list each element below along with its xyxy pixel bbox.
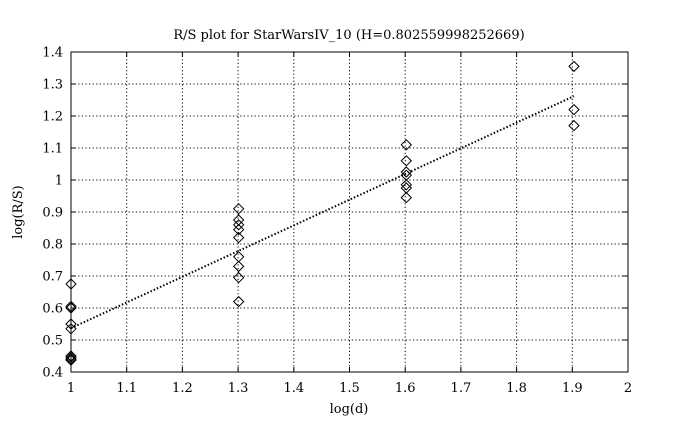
data-point [232, 251, 245, 263]
data-point [65, 354, 77, 366]
data-point [400, 182, 413, 194]
x-tick-label: 1.9 [562, 381, 583, 396]
fit-line-group [70, 95, 575, 330]
y-tick-label: 0.5 [42, 334, 63, 349]
data-point [232, 203, 245, 215]
y-tick-label: 1.2 [42, 110, 63, 125]
data-point [568, 119, 580, 132]
y-tick-label: 1.4 [42, 46, 63, 61]
fit-line [70, 95, 575, 330]
y-tick-label: 1.3 [42, 78, 63, 93]
x-tick-label: 1 [67, 381, 75, 396]
y-tick-label: 1.1 [42, 142, 63, 157]
data-points [65, 60, 580, 366]
tick-labels: 1 1.1 1.2 1.3 1.4 1.5 1.6 1.7 1.8 1.9 2 0.4 0.5 0.6 0.… [42, 46, 632, 397]
data-point [232, 223, 245, 236]
y-tick-label: 0.8 [42, 238, 63, 253]
data-point [400, 179, 413, 191]
x-tick-label: 1.6 [395, 381, 416, 396]
data-point [65, 350, 77, 362]
data-point [65, 318, 77, 330]
y-tick-label: 0.7 [42, 270, 63, 285]
data-point [568, 60, 580, 73]
y-tick-label: 0.9 [42, 206, 63, 221]
data-point [232, 219, 245, 231]
x-tick-label: 2 [624, 381, 632, 396]
data-point [65, 302, 77, 314]
y-tick-label: 0.4 [42, 366, 63, 381]
x-tick-label: 1.3 [228, 381, 249, 396]
data-point [568, 103, 580, 116]
data-point [65, 300, 77, 313]
data-point [65, 353, 77, 365]
plot-frame [70, 51, 629, 373]
data-point [232, 231, 245, 244]
data-point [232, 295, 245, 308]
data-point [65, 278, 77, 290]
x-tick-label: 1.8 [506, 381, 527, 396]
x-tick-label: 1.2 [172, 381, 193, 396]
data-point [400, 191, 413, 204]
x-axis-label: log(d) [330, 402, 369, 417]
data-point [65, 323, 77, 335]
grid-lines [71, 52, 628, 372]
x-tick-label: 1.5 [339, 381, 360, 396]
data-point [65, 351, 77, 364]
x-tick-label: 1.1 [116, 381, 137, 396]
data-point [232, 271, 245, 284]
data-point [400, 155, 413, 167]
y-tick-label: 1 [55, 174, 63, 189]
y-tick-label: 0.6 [42, 302, 63, 317]
chart-title: R/S plot for StarWarsIV_10 (H=0.80255999… [173, 28, 524, 43]
data-point [400, 139, 413, 151]
y-axis-label: log(R/S) [11, 185, 26, 239]
data-point [232, 260, 245, 273]
x-tick-label: 1.7 [451, 381, 472, 396]
data-point [400, 166, 413, 178]
x-tick-label: 1.4 [283, 381, 304, 396]
